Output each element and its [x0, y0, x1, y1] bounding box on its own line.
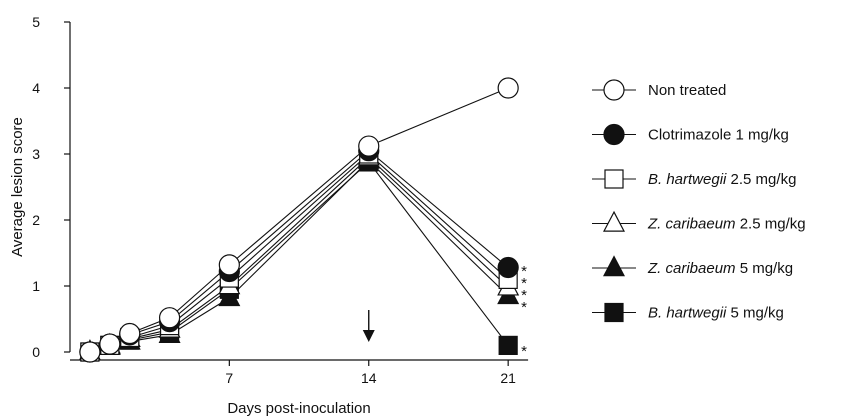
y-tick-label: 0	[32, 344, 40, 360]
legend: Non treated Clotrimazole 1 mg/kg B. hartwe…	[592, 79, 806, 323]
legend-label-text: Clotrimazole 1 mg/kg	[648, 127, 789, 144]
legend-marker	[603, 210, 625, 232]
series-lines	[89, 87, 509, 353]
data-point-0-2	[119, 322, 141, 345]
data-point-0-4	[218, 254, 240, 276]
legend-label-rest: 2.5 mg/kg	[736, 216, 806, 233]
x-tick-label: 21	[500, 370, 516, 386]
significance-asterisk: *	[521, 343, 527, 360]
treatment-arrow-head	[362, 330, 375, 342]
data-point-0-5	[358, 135, 380, 157]
legend-marker	[603, 123, 625, 146]
legend-label: Non treated	[648, 82, 726, 99]
series-markers	[78, 77, 520, 363]
legend-entry-1: Clotrimazole 1 mg/kg	[592, 123, 789, 146]
x-tick-label: 14	[361, 370, 377, 386]
legend-entry-2: B. hartwegii 2.5 mg/kg	[592, 169, 796, 189]
legend-label: Clotrimazole 1 mg/kg	[648, 127, 789, 144]
legend-label-rest: 5 mg/kg	[736, 260, 794, 277]
legend-entry-4: Z. caribaeum 5 mg/kg	[592, 255, 793, 277]
legend-label-italic: B. hartwegii	[648, 171, 727, 188]
axes: 0 1 2 3 4 5 7 14 21 Days post-inoculation Average …	[9, 14, 529, 417]
legend-label-rest: 2.5 mg/kg	[726, 171, 796, 188]
significance-asterisk: *	[521, 287, 527, 304]
legend-marker	[604, 302, 624, 323]
y-axis-title: Average lesion score	[9, 117, 26, 257]
data-point-0-6	[497, 77, 519, 99]
legend-label-rest: 5 mg/kg	[726, 305, 784, 322]
y-tick-label: 2	[32, 212, 40, 228]
series-line-5	[89, 161, 509, 353]
legend-marker	[603, 255, 625, 277]
legend-label-text: Non treated	[648, 82, 726, 99]
legend-label: Z. caribaeum 2.5 mg/kg	[647, 216, 806, 233]
legend-entry-3: Z. caribaeum 2.5 mg/kg	[592, 210, 806, 233]
legend-label-italic: B. hartwegii	[648, 305, 727, 322]
series-line-4	[89, 159, 509, 353]
legend-label: B. hartwegii 2.5 mg/kg	[648, 171, 796, 188]
y-tick-label: 4	[32, 80, 40, 96]
y-tick-label: 3	[32, 146, 40, 162]
data-point-0-0	[79, 341, 101, 363]
series-line-2	[89, 153, 509, 353]
data-point-5-6	[498, 335, 518, 355]
legend-label-italic: Z. caribaeum	[647, 216, 736, 233]
series-line-3	[89, 156, 509, 353]
x-axis-title: Days post-inoculation	[227, 400, 370, 417]
x-tick-label: 7	[225, 370, 233, 386]
data-point-4-4	[218, 285, 241, 307]
legend-marker	[604, 169, 624, 189]
annotations: *****	[362, 263, 527, 360]
legend-marker	[603, 79, 625, 101]
series-line-1	[89, 149, 509, 353]
significance-asterisk: *	[521, 263, 527, 280]
series-line-0	[89, 87, 509, 353]
data-point-1-6	[497, 256, 519, 279]
y-tick-label: 1	[32, 278, 40, 294]
data-point-0-3	[158, 307, 181, 329]
data-point-0-1	[99, 333, 121, 355]
legend-label-italic: Z. caribaeum	[647, 260, 736, 277]
legend-entry-5: B. hartwegii 5 mg/kg	[592, 302, 784, 323]
legend-entry-0: Non treated	[592, 79, 726, 101]
legend-label: B. hartwegii 5 mg/kg	[648, 305, 784, 322]
y-tick-label: 5	[32, 14, 40, 30]
significance-asterisk: *	[521, 275, 527, 292]
significance-asterisk: *	[521, 299, 527, 316]
legend-label: Z. caribaeum 5 mg/kg	[647, 260, 793, 277]
